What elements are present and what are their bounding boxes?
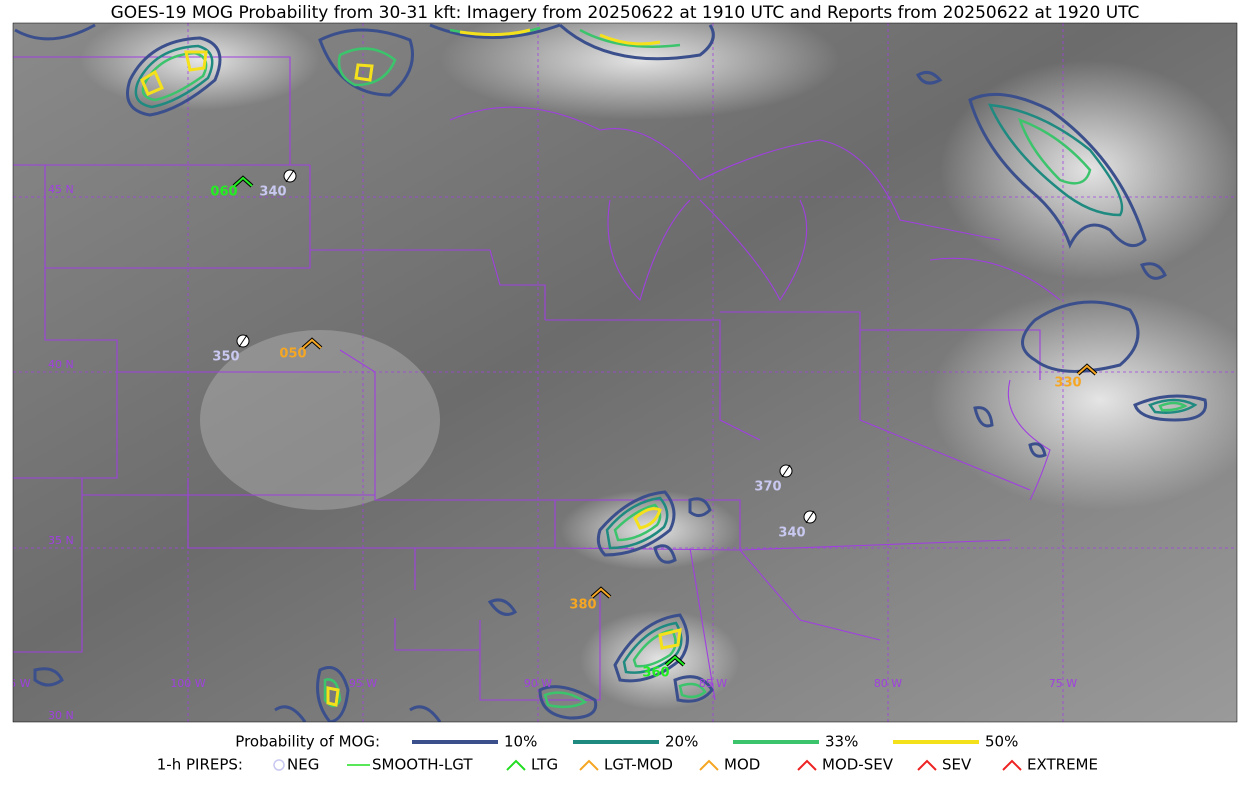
lon-label: 95 W: [349, 677, 377, 690]
lon-label: 75 W: [1049, 677, 1077, 690]
legend-label: MOD: [724, 756, 760, 774]
pirep-symbol: [233, 176, 253, 187]
pirep-level: 340: [778, 526, 805, 541]
pirep-symbol: [285, 169, 295, 183]
legend-symbol: [506, 759, 526, 771]
mog-contours: [14, 23, 1208, 722]
pirep-symbol: [238, 334, 248, 348]
lon-label: 80 W: [874, 677, 902, 690]
legend-label: 50%: [985, 733, 1018, 751]
pirep-level: 370: [754, 480, 781, 495]
pirep-symbol: [781, 464, 791, 478]
pirep-level: 340: [259, 185, 286, 200]
pirep-level: 330: [1054, 376, 1081, 391]
lon-label: 100 W: [170, 677, 205, 690]
legend-symbol: [579, 759, 599, 771]
cloud: [80, 23, 320, 110]
pirep-level: 060: [210, 185, 237, 200]
legend-symbol: [1002, 759, 1022, 771]
chart-title: GOES-19 MOG Probability from 30-31 kft: …: [111, 3, 1140, 23]
legend-label: 10%: [504, 733, 537, 751]
pirep-level: 050: [279, 347, 306, 362]
legend-label: 20%: [665, 733, 698, 751]
legend-symbol: [917, 759, 937, 771]
pirep-symbol: [1077, 364, 1097, 375]
lat-label: 40 N: [48, 358, 74, 371]
legend-label: LTG: [531, 756, 558, 774]
legend-symbol: [273, 759, 285, 771]
map-frame: [12, 22, 1238, 723]
pirep-level: 360: [642, 666, 669, 681]
lat-label: 30 N: [48, 709, 74, 722]
pirep-reports: 060 340 350 050 330 370 340 380 360: [210, 169, 1098, 681]
legend-label: EXTREME: [1027, 756, 1098, 774]
legend-label: NEG: [287, 756, 319, 774]
legend-symbol: [797, 759, 817, 771]
axis-labels: 45 N 40 N 35 N 30 N 105 W 100 W 95 W 90 W 85 W 80…: [0, 183, 1077, 722]
pirep-symbol: [805, 510, 815, 524]
legend-label: LGT-MOD: [604, 756, 673, 774]
legend-label: MOD-SEV: [822, 756, 894, 774]
pirep-symbol: [591, 587, 611, 598]
lat-label: 35 N: [48, 534, 74, 547]
lon-label: 85 W: [699, 677, 727, 690]
graticule: [13, 23, 1237, 722]
cloud: [440, 23, 840, 120]
pirep-symbol: [302, 338, 322, 349]
state-borders: [13, 56, 1061, 701]
lon-label: 90 W: [524, 677, 552, 690]
lon-label: 105 W: [0, 677, 31, 690]
legend-label: 33%: [825, 733, 858, 751]
legend-title: Probability of MOG:: [235, 733, 380, 751]
legend-label: SEV: [942, 756, 972, 774]
lat-label: 45 N: [48, 183, 74, 196]
legend: Probability of MOG: 10% 20% 33% 50% 1-h PIREP…: [157, 733, 1098, 774]
legend-title: 1-h PIREPS:: [157, 756, 243, 774]
cloud: [200, 330, 440, 510]
pirep-symbol: [665, 655, 685, 666]
pirep-level: 350: [212, 350, 239, 365]
cloud: [930, 290, 1237, 510]
legend-label: SMOOTH-LGT: [372, 756, 473, 774]
pirep-level: 380: [569, 598, 596, 613]
map: 45 N 40 N 35 N 30 N 105 W 100 W 95 W 90 W 85 W 80…: [0, 23, 1237, 722]
legend-symbol: [699, 759, 719, 771]
